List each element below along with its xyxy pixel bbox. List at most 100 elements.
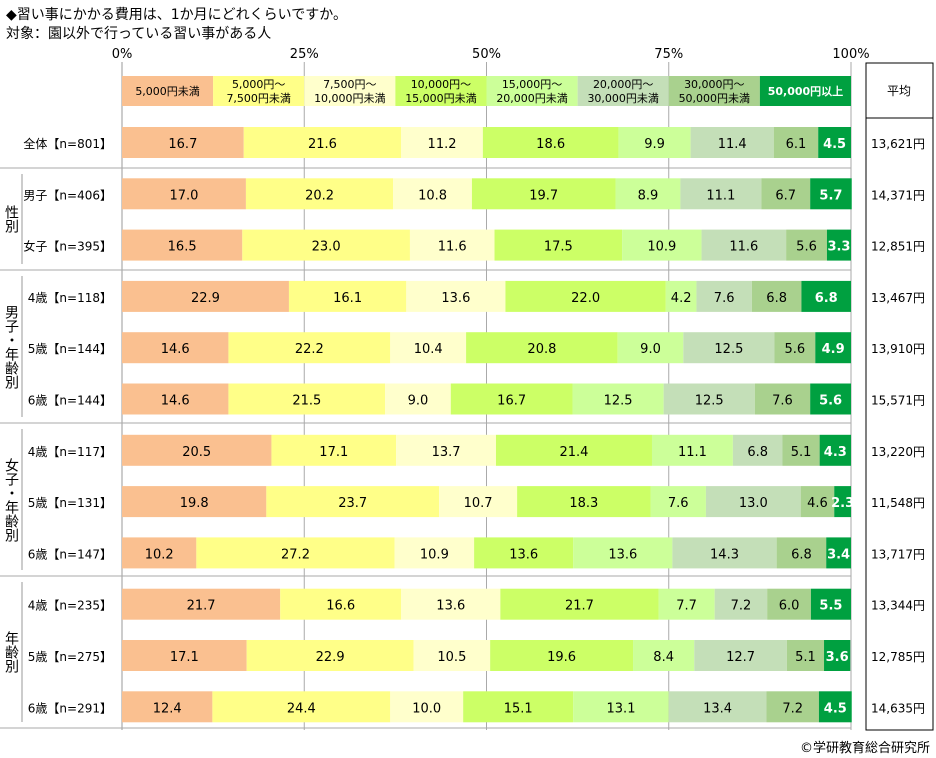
bar-segment (786, 229, 827, 261)
bar-segment (245, 178, 394, 210)
bar-segment (696, 280, 752, 312)
group-label-age: 年齢別 (1, 576, 21, 728)
data-label: 9.0 (408, 394, 429, 409)
bar-segment (818, 127, 851, 158)
data-label: 10.7 (464, 496, 493, 511)
bar-segment (122, 640, 247, 671)
group-label: 性別 (3, 205, 19, 233)
bar-segment (482, 127, 619, 158)
data-label: 13.7 (432, 445, 461, 460)
average-value: 14,635円 (871, 701, 925, 715)
bar-segment (517, 486, 651, 518)
data-label: 17.1 (170, 650, 199, 665)
data-label: 6.8 (747, 445, 768, 460)
data-label: 13.6 (608, 547, 637, 562)
data-label: 11.6 (438, 240, 467, 255)
data-label: 11.6 (729, 240, 758, 255)
data-label: 6.1 (786, 137, 807, 152)
data-label: 19.7 (529, 188, 558, 203)
credit: ©学研教育総合研究所 (799, 741, 930, 756)
bar-segment (280, 588, 402, 620)
x-tick-label: 100% (832, 47, 869, 62)
bar-segment (122, 486, 267, 518)
bar-segment (834, 486, 851, 518)
bar-segment (212, 691, 391, 723)
bar-segment (463, 691, 574, 723)
bar-segment (663, 383, 755, 415)
row-label: 男子【n=406】 (23, 188, 112, 202)
average-value: 15,571円 (871, 394, 925, 408)
data-label: 12.5 (604, 394, 633, 409)
data-label: 9.9 (644, 137, 665, 152)
data-label: 17.1 (319, 445, 348, 460)
data-label: 21.7 (187, 599, 216, 614)
bar-segment (618, 127, 691, 158)
bar-segment (694, 640, 787, 671)
bar-segment (505, 280, 666, 312)
bar-segment (471, 178, 616, 210)
bar-segment (617, 332, 684, 364)
average-value: 13,621円 (871, 137, 925, 151)
data-label: 10.2 (145, 547, 174, 562)
legend-label: 10,000円未満 (314, 92, 386, 105)
data-label: 4.5 (824, 701, 847, 716)
bar-segment (242, 229, 410, 261)
data-label: 13.4 (703, 701, 732, 716)
legend-label: 20,000円未満 (496, 92, 568, 105)
data-label: 9.0 (640, 342, 661, 357)
bar-segment (288, 280, 407, 312)
data-label: 20.2 (305, 188, 334, 203)
legend-label: 30,000円未満 (587, 92, 659, 105)
row-label: 女子【n=395】 (23, 239, 112, 254)
bar-segment (500, 588, 659, 620)
data-label: 5.1 (791, 445, 812, 460)
average-value: 12,785円 (871, 650, 925, 664)
bar-segment (651, 434, 733, 466)
data-label: 7.7 (676, 599, 697, 614)
bar-segment (766, 691, 819, 723)
row-label: 4歳【n=118】 (28, 291, 112, 305)
data-label: 5.6 (796, 240, 817, 255)
bar-segment (228, 383, 386, 415)
group-label-gender: 性別 (1, 168, 21, 270)
bar-segment (390, 691, 464, 723)
data-label: 11.4 (718, 137, 747, 152)
data-label: 7.2 (731, 599, 752, 614)
bar-segment (122, 691, 213, 723)
data-label: 10.0 (412, 701, 441, 716)
data-label: 4.9 (822, 342, 845, 357)
bar-segment (751, 280, 802, 312)
bar-segment (122, 537, 197, 569)
data-label: 11.1 (706, 188, 735, 203)
legend-label: 15,000円未満 (405, 92, 477, 105)
data-label: 11.2 (428, 137, 457, 152)
bar-segment (572, 383, 664, 415)
bar-segment (815, 332, 851, 364)
data-label: 5.5 (819, 599, 842, 614)
group-label: 男子・年齢別 (3, 304, 19, 389)
data-label: 22.2 (295, 342, 324, 357)
data-label: 14.6 (161, 394, 190, 409)
bar-segment (810, 383, 851, 415)
legend-swatch (122, 76, 214, 106)
data-label: 23.0 (312, 240, 341, 255)
legend-swatch (486, 76, 578, 106)
data-label: 5.7 (819, 188, 842, 203)
data-label: 22.9 (191, 291, 220, 306)
legend-swatch (759, 76, 851, 106)
data-label: 21.5 (292, 394, 321, 409)
bar-segment (774, 332, 816, 364)
data-label: 23.7 (338, 496, 367, 511)
bar-segment (122, 178, 246, 210)
chart-subtitle: 対象：園以外で行っている習い事がある人 (6, 26, 272, 42)
data-label: 3.4 (827, 547, 850, 562)
row-label: 4歳【n=235】 (28, 599, 112, 613)
row-label: 6歳【n=147】 (28, 547, 112, 561)
bar-segment (406, 280, 506, 312)
data-label: 17.5 (544, 240, 573, 255)
bar-segment (122, 332, 229, 364)
bar-segment (705, 486, 801, 518)
legend-label: 50,000円未満 (679, 92, 751, 105)
